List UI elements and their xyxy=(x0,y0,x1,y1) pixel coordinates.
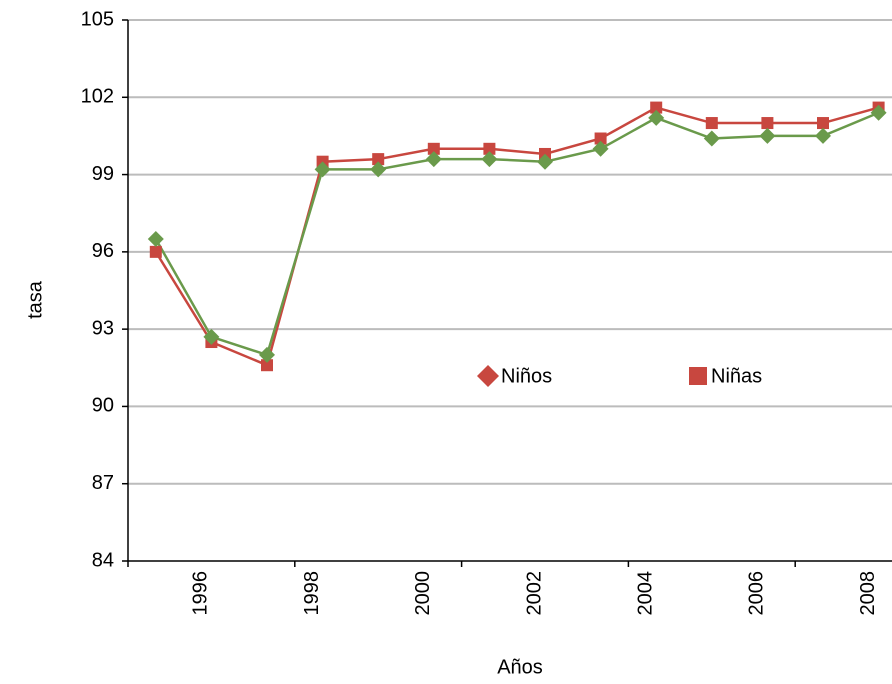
marker xyxy=(594,132,607,145)
x-tick-label: 1996 xyxy=(190,571,212,616)
y-tick-label: 84 xyxy=(92,549,114,571)
series-line xyxy=(154,111,880,357)
marker xyxy=(259,346,275,363)
marker xyxy=(537,153,553,170)
marker xyxy=(870,104,887,121)
marker xyxy=(314,161,331,178)
series-line xyxy=(154,106,879,367)
y-tick-label: 99 xyxy=(92,163,114,185)
x-tick-label: 1998 xyxy=(301,571,323,616)
legend-marker xyxy=(477,365,499,387)
marker xyxy=(815,127,831,144)
marker xyxy=(650,101,663,114)
marker xyxy=(703,130,720,147)
legend-marker xyxy=(689,367,707,385)
marker xyxy=(372,153,385,166)
y-tick-label: 87 xyxy=(92,472,114,494)
marker xyxy=(203,328,220,345)
marker xyxy=(761,117,774,130)
marker xyxy=(817,117,829,130)
y-axis-title: tasa xyxy=(24,280,46,319)
x-tick-label: 2008 xyxy=(857,571,879,616)
y-tick-label: 90 xyxy=(92,395,114,417)
marker xyxy=(261,359,273,372)
legend-label: Niñas xyxy=(711,365,762,387)
legend-label: Niños xyxy=(501,365,552,387)
marker xyxy=(483,142,496,155)
marker xyxy=(481,151,498,168)
y-tick-label: 93 xyxy=(92,317,114,339)
marker xyxy=(425,151,442,168)
x-tick-label: 2002 xyxy=(523,571,545,616)
x-tick-label: 2000 xyxy=(412,571,434,616)
marker xyxy=(147,230,164,247)
marker xyxy=(427,142,440,155)
y-tick-label: 102 xyxy=(81,86,114,108)
x-tick-label: 2004 xyxy=(634,571,656,616)
y-tick-label: 96 xyxy=(92,240,114,262)
marker xyxy=(705,117,718,130)
marker xyxy=(648,109,665,126)
marker xyxy=(592,140,609,157)
marker xyxy=(759,127,776,144)
x-axis-title: Años xyxy=(497,656,543,678)
x-tick-label: 2006 xyxy=(746,571,768,616)
y-tick-label: 105 xyxy=(81,8,114,30)
marker xyxy=(149,245,162,258)
marker xyxy=(370,161,387,178)
